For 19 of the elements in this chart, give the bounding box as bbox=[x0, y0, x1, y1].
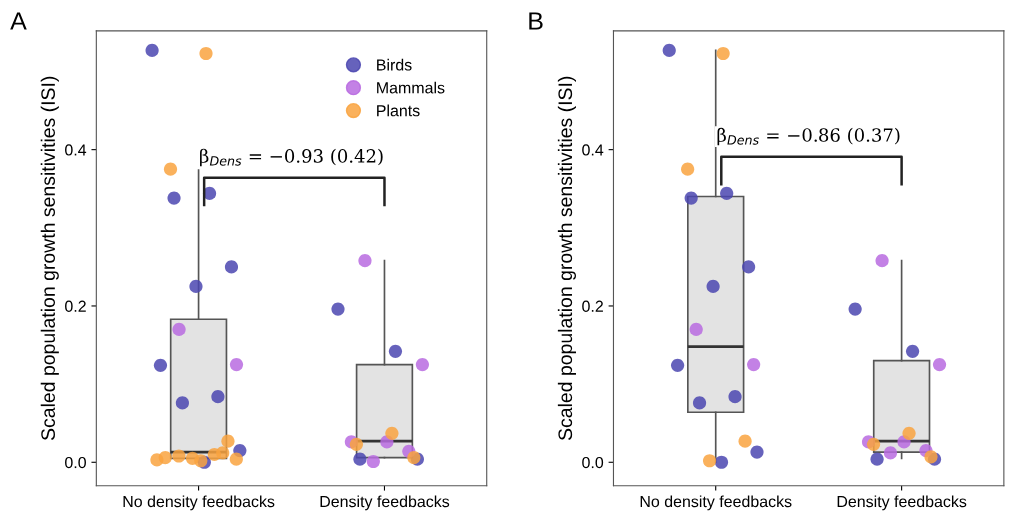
y-tick-label: 0.0 bbox=[582, 456, 604, 469]
chart-title: B bbox=[529, 12, 543, 30]
y-tick-label: 0.4 bbox=[65, 144, 87, 156]
y-tick-label: 0.4 bbox=[582, 144, 604, 156]
x-tick-label: No density feedbacks bbox=[123, 495, 275, 511]
y-tick-label: 0.0 bbox=[65, 456, 86, 469]
y-tick-label: 0.2 bbox=[65, 300, 86, 312]
annotation: β$_{Dens}$ = −0.86 (0.37) bbox=[717, 127, 900, 146]
x-tick-label: Density feedbacks bbox=[320, 495, 450, 511]
legend-label: Plants bbox=[377, 104, 420, 117]
annotation: β$_{Dens}$ = −0.93 (0.42) bbox=[200, 148, 383, 167]
legend-label: Mammals bbox=[377, 81, 445, 94]
legend-label: Birds bbox=[377, 58, 412, 71]
y-axis-title: Scaled population growth sensitivities (ISI) bbox=[40, 76, 59, 441]
y-tick-label: 0.2 bbox=[582, 300, 603, 312]
x-tick-label: No density feedbacks bbox=[640, 495, 792, 511]
chart-title: A bbox=[10, 12, 27, 30]
x-tick-label: Density feedbacks bbox=[837, 495, 967, 511]
y-axis-title: Scaled population growth sensitivities (ISI) bbox=[557, 76, 576, 441]
